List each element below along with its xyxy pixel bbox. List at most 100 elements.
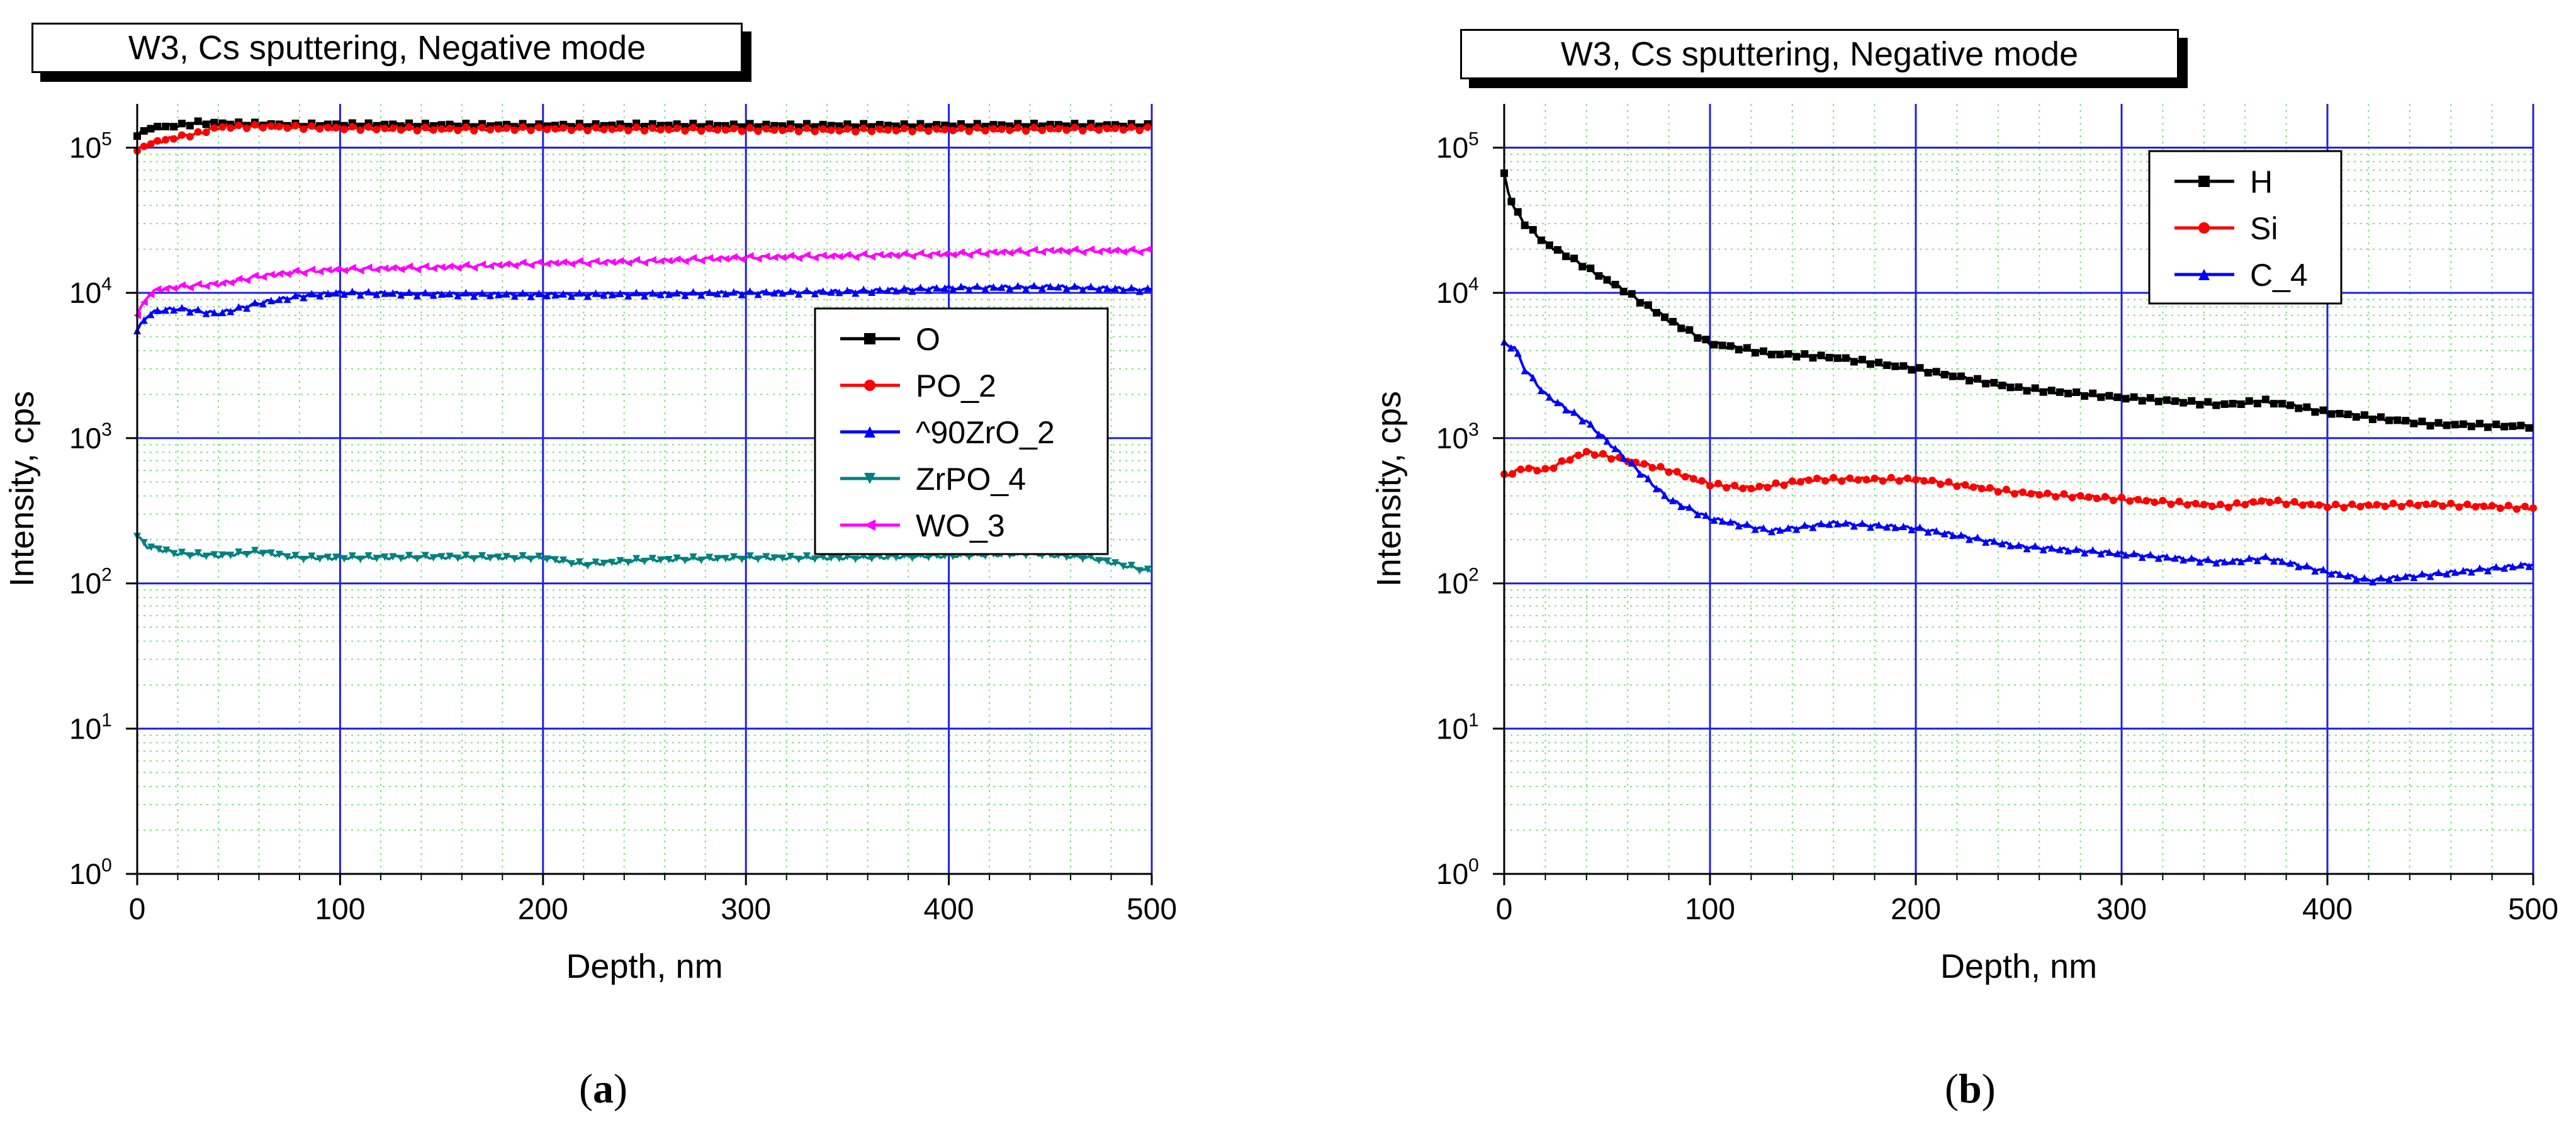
data-point — [1103, 246, 1111, 254]
data-point — [900, 249, 908, 258]
data-point — [1842, 354, 1850, 362]
data-point — [1891, 362, 1899, 370]
data-point — [592, 123, 600, 132]
data-point — [2249, 498, 2258, 506]
data-point — [389, 264, 397, 272]
data-point — [1710, 341, 1718, 349]
data-point — [1529, 373, 1537, 382]
data-point — [1095, 557, 1103, 565]
data-point — [1755, 482, 1763, 490]
data-point — [2196, 400, 2204, 409]
data-point — [1022, 127, 1030, 135]
data-point — [656, 290, 665, 298]
data-point — [1899, 522, 1908, 530]
data-point — [957, 248, 965, 256]
data-point — [633, 288, 641, 297]
data-point — [2076, 492, 2084, 500]
data-point — [746, 287, 754, 295]
data-point — [624, 127, 633, 135]
data-point — [235, 548, 243, 557]
data-point — [656, 126, 665, 134]
data-point — [551, 259, 560, 267]
data-point — [835, 252, 843, 261]
data-point — [486, 126, 494, 134]
data-point — [1735, 346, 1743, 354]
data-point — [787, 251, 795, 259]
data-point — [1788, 477, 1796, 485]
data-point — [1817, 351, 1825, 360]
data-point — [1760, 524, 1768, 532]
data-point — [1046, 282, 1054, 290]
data-point — [2344, 411, 2352, 419]
data-point — [1867, 523, 1875, 531]
data-point — [1677, 502, 1685, 511]
data-point — [373, 290, 381, 298]
data-point — [227, 278, 235, 286]
data-point — [1135, 249, 1144, 257]
data-point — [470, 127, 478, 135]
data-point — [706, 553, 714, 562]
data-point — [2344, 572, 2352, 580]
data-point — [1144, 123, 1152, 132]
data-point — [916, 124, 925, 132]
data-point — [291, 266, 300, 275]
data-point — [697, 291, 706, 299]
data-point — [1127, 562, 1135, 570]
data-point — [405, 552, 413, 560]
data-point — [210, 309, 218, 317]
data-point — [827, 288, 835, 296]
data-point — [1940, 530, 1949, 538]
data-point — [2134, 496, 2142, 504]
data-point — [535, 123, 543, 132]
data-point — [462, 123, 470, 132]
data-point — [2233, 499, 2241, 507]
data-point — [1599, 450, 1607, 458]
data-point — [2023, 545, 2031, 553]
data-point — [1945, 478, 1953, 486]
data-point — [1111, 124, 1119, 132]
data-point — [177, 303, 186, 312]
data-point — [389, 289, 397, 297]
data-point — [494, 261, 502, 269]
data-point — [2027, 490, 2035, 498]
data-point — [1541, 465, 1550, 473]
data-point — [1046, 125, 1054, 133]
data-point — [194, 280, 202, 288]
x-tick-label: 0 — [129, 893, 146, 926]
data-point — [446, 290, 454, 298]
data-point — [787, 553, 795, 561]
data-point — [567, 260, 575, 268]
data-point — [2138, 397, 2146, 405]
data-point — [1916, 364, 1924, 372]
data-point — [502, 260, 510, 268]
data-point — [1566, 456, 1574, 464]
data-point — [1858, 519, 1866, 527]
data-point — [1916, 523, 1924, 531]
data-point — [721, 254, 729, 263]
data-point — [1809, 523, 1817, 531]
data-point — [1821, 477, 1830, 485]
data-point — [421, 123, 429, 132]
data-point — [2373, 501, 2381, 509]
data-point — [2512, 505, 2521, 513]
data-point — [2044, 489, 2052, 497]
data-point — [1119, 562, 1127, 570]
data-point — [2463, 500, 2472, 508]
data-point — [300, 125, 308, 133]
data-point — [641, 292, 648, 300]
legend-marker — [864, 519, 875, 531]
data-point — [1895, 477, 1903, 485]
data-point — [462, 288, 470, 297]
data-point — [332, 553, 340, 562]
data-point — [616, 124, 624, 132]
data-point — [827, 252, 835, 260]
data-point — [665, 257, 673, 265]
data-point — [348, 123, 356, 131]
data-point — [283, 553, 291, 561]
data-point — [714, 290, 722, 298]
data-point — [2397, 502, 2405, 511]
data-point — [592, 289, 600, 297]
data-point — [437, 553, 446, 561]
data-point — [154, 123, 162, 131]
data-point — [1095, 285, 1103, 293]
